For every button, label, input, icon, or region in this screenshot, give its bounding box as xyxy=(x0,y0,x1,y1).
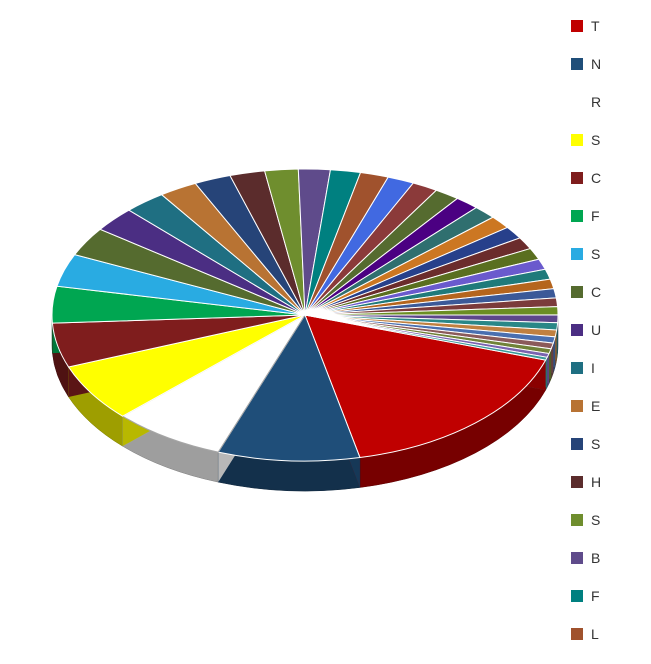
legend-label: T xyxy=(591,18,600,34)
legend-item: F xyxy=(571,588,651,604)
legend-label: E xyxy=(591,398,600,414)
legend-label: C xyxy=(591,170,601,186)
pie-chart xyxy=(0,0,580,654)
legend-item: N xyxy=(571,56,651,72)
legend-label: F xyxy=(591,588,600,604)
legend-label: S xyxy=(591,246,600,262)
legend-item: H xyxy=(571,474,651,490)
legend-swatch xyxy=(571,248,583,260)
legend-label: S xyxy=(591,512,600,528)
legend-label: N xyxy=(591,56,601,72)
legend-item: I xyxy=(571,360,651,376)
legend-label: B xyxy=(591,550,600,566)
legend-swatch xyxy=(571,210,583,222)
legend-swatch xyxy=(571,362,583,374)
legend-item: U xyxy=(571,322,651,338)
legend: T N R S C F S C U I E S H S B F L xyxy=(571,18,651,664)
legend-swatch xyxy=(571,58,583,70)
legend-swatch xyxy=(571,286,583,298)
legend-item: F xyxy=(571,208,651,224)
legend-item: S xyxy=(571,246,651,262)
legend-swatch xyxy=(571,172,583,184)
legend-label: R xyxy=(591,94,601,110)
legend-swatch xyxy=(571,20,583,32)
legend-label: S xyxy=(591,436,600,452)
legend-item: S xyxy=(571,436,651,452)
legend-item: E xyxy=(571,398,651,414)
legend-label: H xyxy=(591,474,601,490)
legend-swatch xyxy=(571,628,583,640)
legend-label: F xyxy=(591,208,600,224)
legend-item: S xyxy=(571,512,651,528)
legend-swatch xyxy=(571,552,583,564)
legend-label: I xyxy=(591,360,595,376)
legend-item: R xyxy=(571,94,651,110)
legend-item: L xyxy=(571,626,651,642)
legend-item: C xyxy=(571,170,651,186)
legend-swatch xyxy=(571,590,583,602)
legend-item: C xyxy=(571,284,651,300)
legend-label: L xyxy=(591,626,599,642)
legend-label: C xyxy=(591,284,601,300)
legend-swatch xyxy=(571,514,583,526)
legend-swatch xyxy=(571,400,583,412)
legend-label: S xyxy=(591,132,600,148)
legend-item: S xyxy=(571,132,651,148)
legend-item: T xyxy=(571,18,651,34)
legend-item: B xyxy=(571,550,651,566)
legend-swatch xyxy=(571,134,583,146)
legend-swatch xyxy=(571,438,583,450)
legend-swatch xyxy=(571,476,583,488)
legend-label: U xyxy=(591,322,601,338)
legend-swatch xyxy=(571,324,583,336)
